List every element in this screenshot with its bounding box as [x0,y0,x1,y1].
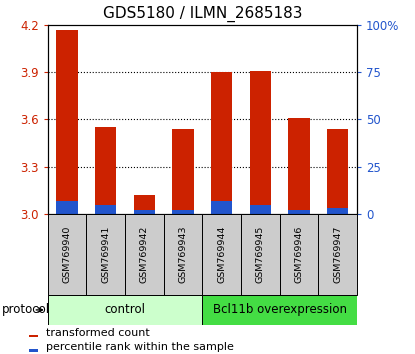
Text: GSM769945: GSM769945 [256,225,265,283]
FancyBboxPatch shape [280,214,318,295]
Bar [250,205,271,214]
Bar [288,118,310,214]
Bar [56,201,78,214]
Bar [327,129,348,214]
Text: GSM769943: GSM769943 [178,225,188,283]
FancyBboxPatch shape [164,214,202,295]
Title: GDS5180 / ILMN_2685183: GDS5180 / ILMN_2685183 [103,6,302,22]
Bar [172,129,194,214]
Bar [134,210,155,214]
Text: GSM769947: GSM769947 [333,225,342,283]
Bar [211,72,232,214]
Bar [95,127,116,214]
FancyBboxPatch shape [48,295,202,325]
FancyBboxPatch shape [86,214,125,295]
Text: protocol: protocol [2,303,50,316]
Bar [211,201,232,214]
Text: transformed count: transformed count [46,328,150,338]
Bar [134,195,155,214]
Bar [172,210,194,214]
Text: GSM769944: GSM769944 [217,225,226,283]
Bar [95,205,116,214]
Bar [56,29,78,214]
FancyBboxPatch shape [241,214,280,295]
Text: percentile rank within the sample: percentile rank within the sample [46,342,234,352]
Text: GSM769941: GSM769941 [101,225,110,283]
FancyBboxPatch shape [318,214,357,295]
Text: control: control [105,303,146,316]
Bar [29,335,38,337]
Bar [29,349,38,352]
FancyBboxPatch shape [48,214,86,295]
Text: GSM769946: GSM769946 [294,225,303,283]
Text: Bcl11b overexpression: Bcl11b overexpression [212,303,347,316]
FancyBboxPatch shape [203,214,241,295]
Bar [288,210,310,214]
FancyBboxPatch shape [125,214,164,295]
Bar [250,70,271,214]
Bar [327,209,348,214]
Text: GSM769940: GSM769940 [63,225,71,283]
FancyBboxPatch shape [203,295,357,325]
Text: GSM769942: GSM769942 [140,225,149,283]
